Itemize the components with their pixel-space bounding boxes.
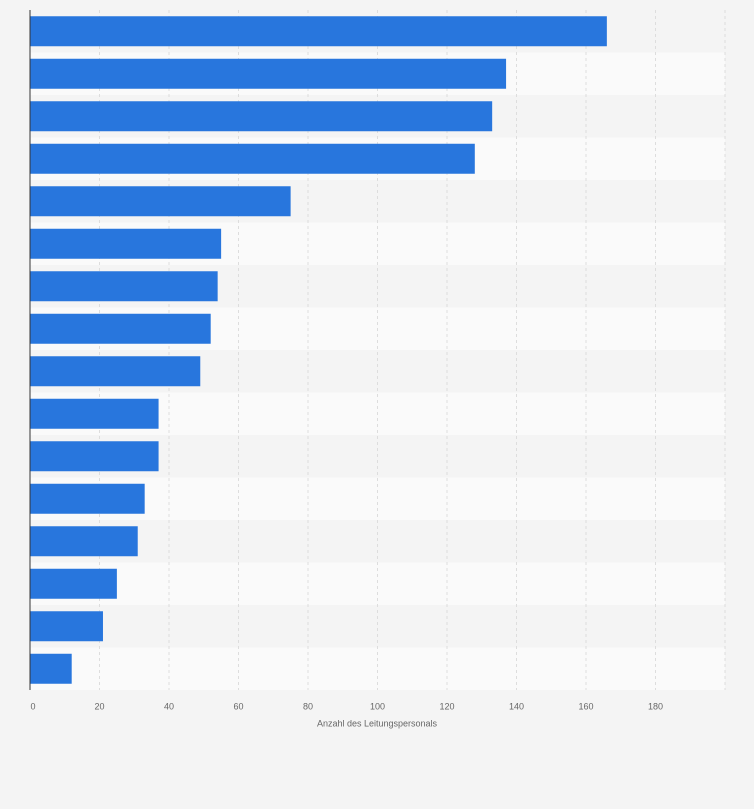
bar <box>30 101 493 132</box>
bar <box>30 398 159 429</box>
bar <box>30 228 222 259</box>
bar <box>30 143 475 174</box>
bar <box>30 16 607 47</box>
x-axis-title: Anzahl des Leitungspersonals <box>317 718 438 728</box>
bar <box>30 611 103 642</box>
bar <box>30 568 117 599</box>
bar <box>30 58 507 89</box>
bar <box>30 526 138 557</box>
bar <box>30 653 72 684</box>
bar <box>30 483 145 514</box>
x-tick-label: 60 <box>233 701 243 711</box>
bar <box>30 271 218 302</box>
x-tick-label: 20 <box>94 701 104 711</box>
x-tick-label: 80 <box>303 701 313 711</box>
bar <box>30 441 159 472</box>
x-tick-label: 100 <box>370 701 385 711</box>
bar <box>30 356 201 387</box>
bar <box>30 186 291 217</box>
x-tick-label: 160 <box>578 701 593 711</box>
x-tick-label: 0 <box>30 701 35 711</box>
x-tick-label: 180 <box>648 701 663 711</box>
x-tick-label: 40 <box>164 701 174 711</box>
x-tick-label: 140 <box>509 701 524 711</box>
x-tick-label: 120 <box>439 701 454 711</box>
bar <box>30 313 211 344</box>
